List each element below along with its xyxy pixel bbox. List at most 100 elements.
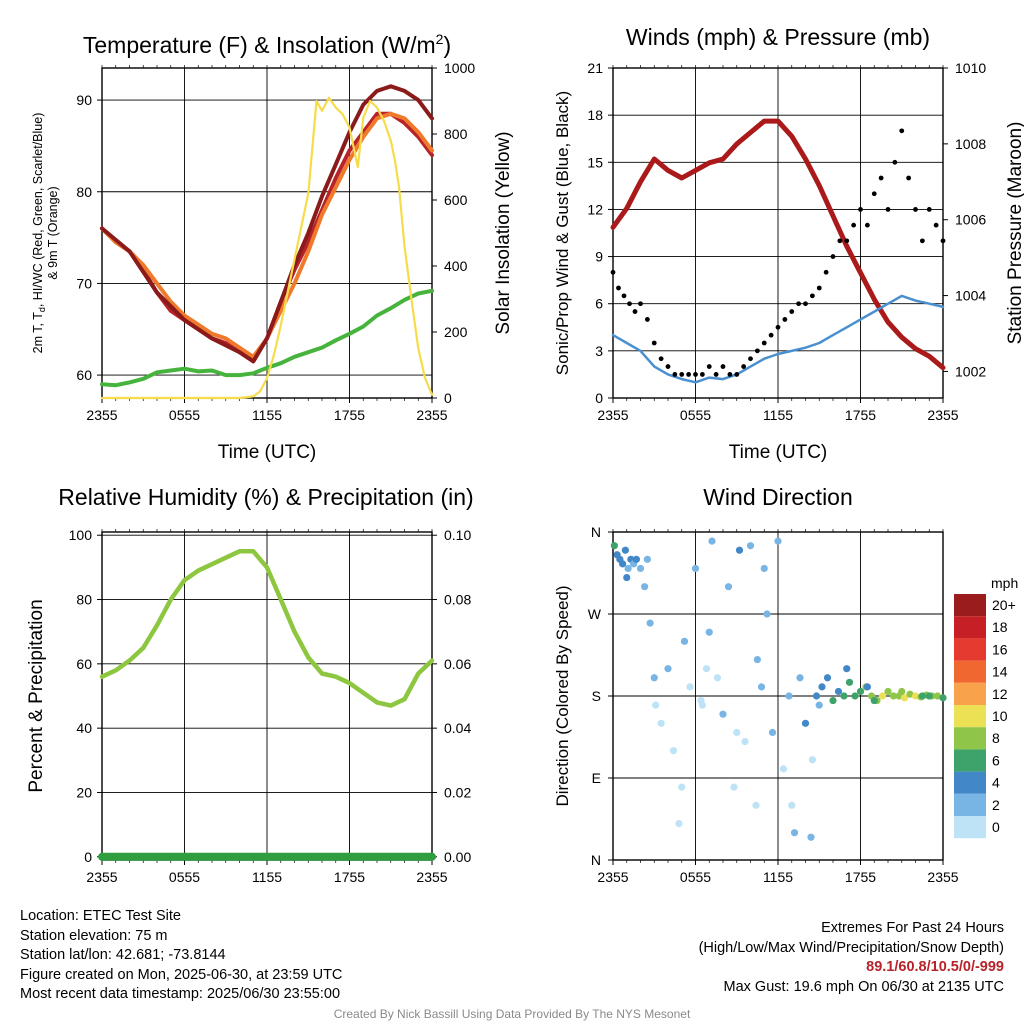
created-label: Figure created on Mon, 2025-06-30, at 23… — [20, 966, 343, 983]
y-axis-label: Percent & Precipitation — [26, 599, 47, 792]
x-tick-label: 1155 — [763, 407, 793, 423]
gust-point — [679, 372, 685, 377]
gust-point — [672, 372, 678, 377]
extremes-panel: Extremes For Past 24 Hours (High/Low/Max… — [584, 919, 1004, 997]
y2-tick-label: 1010 — [955, 60, 986, 76]
y-tick-label: N — [591, 524, 601, 540]
gust-point — [665, 364, 671, 369]
direction-point — [680, 637, 689, 645]
elevation-label: Station elevation: 75 m — [20, 927, 168, 944]
direction-point — [730, 783, 738, 791]
direction-point — [808, 756, 816, 764]
legend-swatch — [954, 705, 986, 728]
wind-series-0 — [610, 118, 946, 371]
y2-tick-label: 0.06 — [444, 656, 471, 672]
y-tick-label: 6 — [595, 296, 603, 312]
gust-point — [782, 317, 788, 322]
plot-frame — [101, 67, 433, 399]
direction-point — [796, 674, 804, 682]
y-label-part: 2m T, T — [31, 312, 45, 354]
credit-line: Created By Nick Bassill Using Data Provi… — [333, 1007, 691, 1021]
y-axis-label-line2: & 9m T (Orange) — [46, 186, 60, 279]
y-tick-label: 21 — [587, 60, 603, 76]
x-axis-label: Time (UTC) — [729, 442, 828, 463]
gust-point — [837, 238, 843, 244]
y2-tick-label: 0.02 — [444, 784, 471, 800]
x-tick-label: 1155 — [252, 869, 282, 885]
direction-point — [636, 564, 645, 573]
speed-legend: mph 20+ 18 16 14 12 10 8 6 4 2 0 — [954, 575, 1018, 839]
gust-point — [768, 332, 774, 338]
extremes-values: 89.1/60.8/10.5/0/-999 — [866, 959, 1004, 975]
direction-point — [834, 687, 843, 696]
y-axis-label: Sonic/Prop Wind & Gust (Blue, Black) — [553, 91, 572, 375]
gust-point — [796, 301, 802, 307]
direction-point — [610, 542, 618, 550]
y-tick-label: 3 — [595, 343, 603, 359]
y-tick-label: 80 — [76, 592, 92, 608]
direction-point — [698, 701, 706, 709]
temperature-series-2 — [100, 84, 434, 364]
direction-point — [851, 692, 859, 700]
chart-title: Relative Humidity (%) & Precipitation (i… — [58, 484, 473, 510]
y2-tick-label: 0.08 — [444, 592, 471, 608]
gust-point — [693, 372, 698, 377]
panel-humidity: 2355 0555 1155 1755 2355 0 0.00 20 0.02 40 0.04 60 0… — [26, 484, 474, 885]
direction-point — [840, 692, 848, 700]
direction-point — [669, 747, 678, 755]
direction-point — [918, 692, 926, 700]
y2-tick-label: 200 — [444, 324, 468, 340]
legend-swatch — [954, 771, 986, 794]
legend-label: 2 — [992, 797, 1000, 813]
legend-swatch — [954, 727, 986, 750]
max-gust-label: Max Gust: 19.6 mph On 06/30 at 2135 UTC — [723, 978, 1004, 995]
gust-point — [658, 356, 664, 362]
gust-point — [919, 238, 925, 244]
legend-label: 8 — [992, 730, 1000, 746]
direction-point — [641, 583, 649, 591]
y-tick-label: S — [592, 688, 601, 704]
direction-point — [708, 537, 716, 545]
direction-point — [735, 546, 744, 554]
direction-point — [815, 701, 823, 709]
gust-point — [748, 356, 753, 362]
y-tick-label: E — [592, 770, 601, 786]
extremes-title: Extremes For Past 24 Hours — [821, 920, 1004, 936]
direction-point — [713, 674, 722, 682]
direction-point — [906, 690, 914, 698]
direction-point — [843, 665, 851, 673]
x-axis-label: Time (UTC) — [218, 442, 317, 463]
location-label: Location: ETEC Test Site — [20, 908, 181, 924]
legend-label: 0 — [992, 819, 1000, 835]
title-superscript: 2 — [436, 31, 444, 47]
direction-point — [829, 696, 837, 705]
x-tick-label: 0555 — [169, 869, 200, 885]
gust-point — [644, 317, 650, 322]
direction-point — [675, 819, 683, 828]
gust-point — [734, 372, 740, 377]
gust-point — [892, 159, 898, 165]
gust-point — [899, 128, 905, 134]
x-tick-label: 2355 — [927, 407, 958, 423]
legend-swatch — [954, 749, 986, 772]
y-tick-label: 15 — [587, 154, 603, 170]
station-info: Location: ETEC Test Site Station elevati… — [20, 907, 342, 1005]
direction-point — [790, 829, 799, 837]
chart-title: Temperature (F) & Insolation (W/m2) — [83, 31, 451, 58]
legend-label: 16 — [992, 641, 1008, 657]
gust-point — [727, 372, 733, 377]
x-tick-label: 1755 — [334, 407, 365, 423]
x-tick-label: 2355 — [597, 869, 628, 885]
y-tick-label: 18 — [587, 107, 603, 123]
y2-tick-label: 1002 — [955, 363, 986, 379]
direction-point — [878, 692, 887, 700]
gust-point — [638, 301, 643, 307]
y-tick-label: N — [591, 852, 601, 868]
y2-tick-label: 0.10 — [444, 527, 471, 543]
direction-point — [705, 628, 713, 636]
gust-point — [816, 285, 822, 291]
legend-swatch — [954, 616, 986, 639]
y-axis-label: Direction (Colored By Speed) — [553, 585, 572, 806]
chart-title: Winds (mph) & Pressure (mb) — [626, 24, 930, 50]
